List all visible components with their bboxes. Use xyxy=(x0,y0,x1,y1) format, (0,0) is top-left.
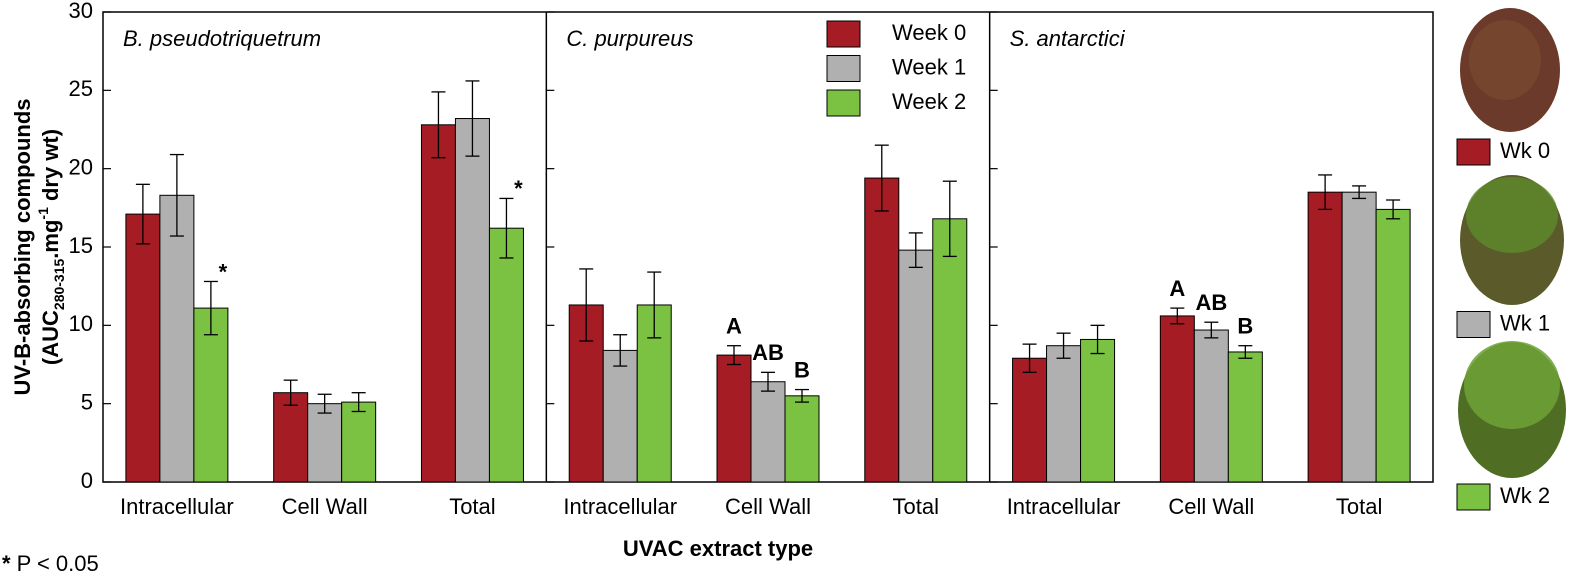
y-axis-label-part: .mg xyxy=(38,220,63,259)
legend-swatch xyxy=(826,55,861,82)
x-tick-label: Intracellular xyxy=(120,494,234,519)
footnote-star: * xyxy=(2,551,11,576)
moss-photos xyxy=(1458,8,1566,478)
bar xyxy=(125,213,161,483)
footnote: * P < 0.05 xyxy=(2,551,99,576)
photo-legend-label: Wk 1 xyxy=(1500,310,1550,335)
moss-photo xyxy=(1469,20,1541,100)
y-tick-label: 25 xyxy=(69,76,93,101)
panel-title: S. antarctici xyxy=(1010,26,1126,51)
photo-legend-label: Wk 0 xyxy=(1500,138,1550,163)
y-axis-label-line: UV-B-absorbing compounds xyxy=(10,99,35,396)
legend-label: Week 0 xyxy=(892,20,966,45)
bar-annotation: * xyxy=(219,259,228,284)
bar-annotation: * xyxy=(514,176,523,201)
y-tick-label: 5 xyxy=(81,389,93,414)
x-tick-label: Total xyxy=(893,494,939,519)
bar xyxy=(750,381,786,483)
footnote-text: P < 0.05 xyxy=(17,551,99,576)
bar xyxy=(1012,357,1048,483)
y-axis-label-part: 280-315 xyxy=(51,259,67,311)
x-axis-label: UVAC extract type xyxy=(623,536,813,561)
x-tick-label: Intracellular xyxy=(563,494,677,519)
bar xyxy=(602,349,638,483)
x-tick-label: Cell Wall xyxy=(1168,494,1254,519)
bar xyxy=(898,249,934,483)
bar-annotation: B xyxy=(1237,314,1253,339)
legend-swatch xyxy=(826,20,861,48)
y-axis-label: (AUC280-315.mg-1 dry wt) xyxy=(35,129,67,365)
y-axis-label-part: dry wt) xyxy=(38,129,63,207)
panel-title: C. purpureus xyxy=(566,26,693,51)
x-tick-label: Total xyxy=(449,494,495,519)
bar xyxy=(307,403,343,483)
x-tick-label: Intracellular xyxy=(1007,494,1121,519)
y-axis-label: UV-B-absorbing compounds xyxy=(10,99,35,396)
legend-label: Week 1 xyxy=(892,54,966,79)
bar xyxy=(716,354,752,483)
bar xyxy=(488,227,524,483)
y-tick-label: 30 xyxy=(69,0,93,23)
x-tick-label: Total xyxy=(1336,494,1382,519)
bar xyxy=(193,307,229,483)
bar xyxy=(341,401,377,483)
moss-photo xyxy=(1466,177,1558,253)
panel-title: B. pseudotriquetrum xyxy=(123,26,321,51)
bar xyxy=(1046,345,1082,483)
bar xyxy=(454,118,490,483)
bar xyxy=(864,177,900,483)
bar-annotation: AB xyxy=(752,340,784,365)
bar xyxy=(1341,191,1377,483)
bar xyxy=(159,194,195,483)
photo-legend-swatch xyxy=(1456,138,1491,166)
bar xyxy=(1159,315,1195,483)
bar xyxy=(420,124,456,483)
bar xyxy=(1193,329,1229,483)
x-tick-label: Cell Wall xyxy=(725,494,811,519)
bar-annotation: A xyxy=(726,314,742,339)
y-tick-label: 10 xyxy=(69,311,93,336)
bar-annotation: B xyxy=(794,357,810,382)
bar xyxy=(784,395,820,483)
bar xyxy=(1080,338,1116,483)
bar xyxy=(273,392,309,483)
bar xyxy=(1307,191,1343,483)
legend-label: Week 2 xyxy=(892,89,966,114)
y-tick-label: 15 xyxy=(69,233,93,258)
bar xyxy=(1375,208,1411,483)
photo-legend-swatch xyxy=(1456,311,1491,338)
photo-legend-label: Wk 2 xyxy=(1500,483,1550,508)
y-axis-label-part: (AUC xyxy=(38,310,63,365)
y-tick-label: 20 xyxy=(69,154,93,179)
y-tick-label: 0 xyxy=(81,468,93,493)
legend-swatch xyxy=(826,89,861,117)
bar-annotation: AB xyxy=(1195,290,1227,315)
bar xyxy=(932,218,968,483)
bar xyxy=(1227,351,1263,483)
x-tick-label: Cell Wall xyxy=(282,494,368,519)
moss-photo xyxy=(1464,341,1560,429)
photo-legend-swatch xyxy=(1456,483,1491,511)
y-axis-label-part: -1 xyxy=(35,207,51,220)
bar-annotation: A xyxy=(1169,276,1185,301)
